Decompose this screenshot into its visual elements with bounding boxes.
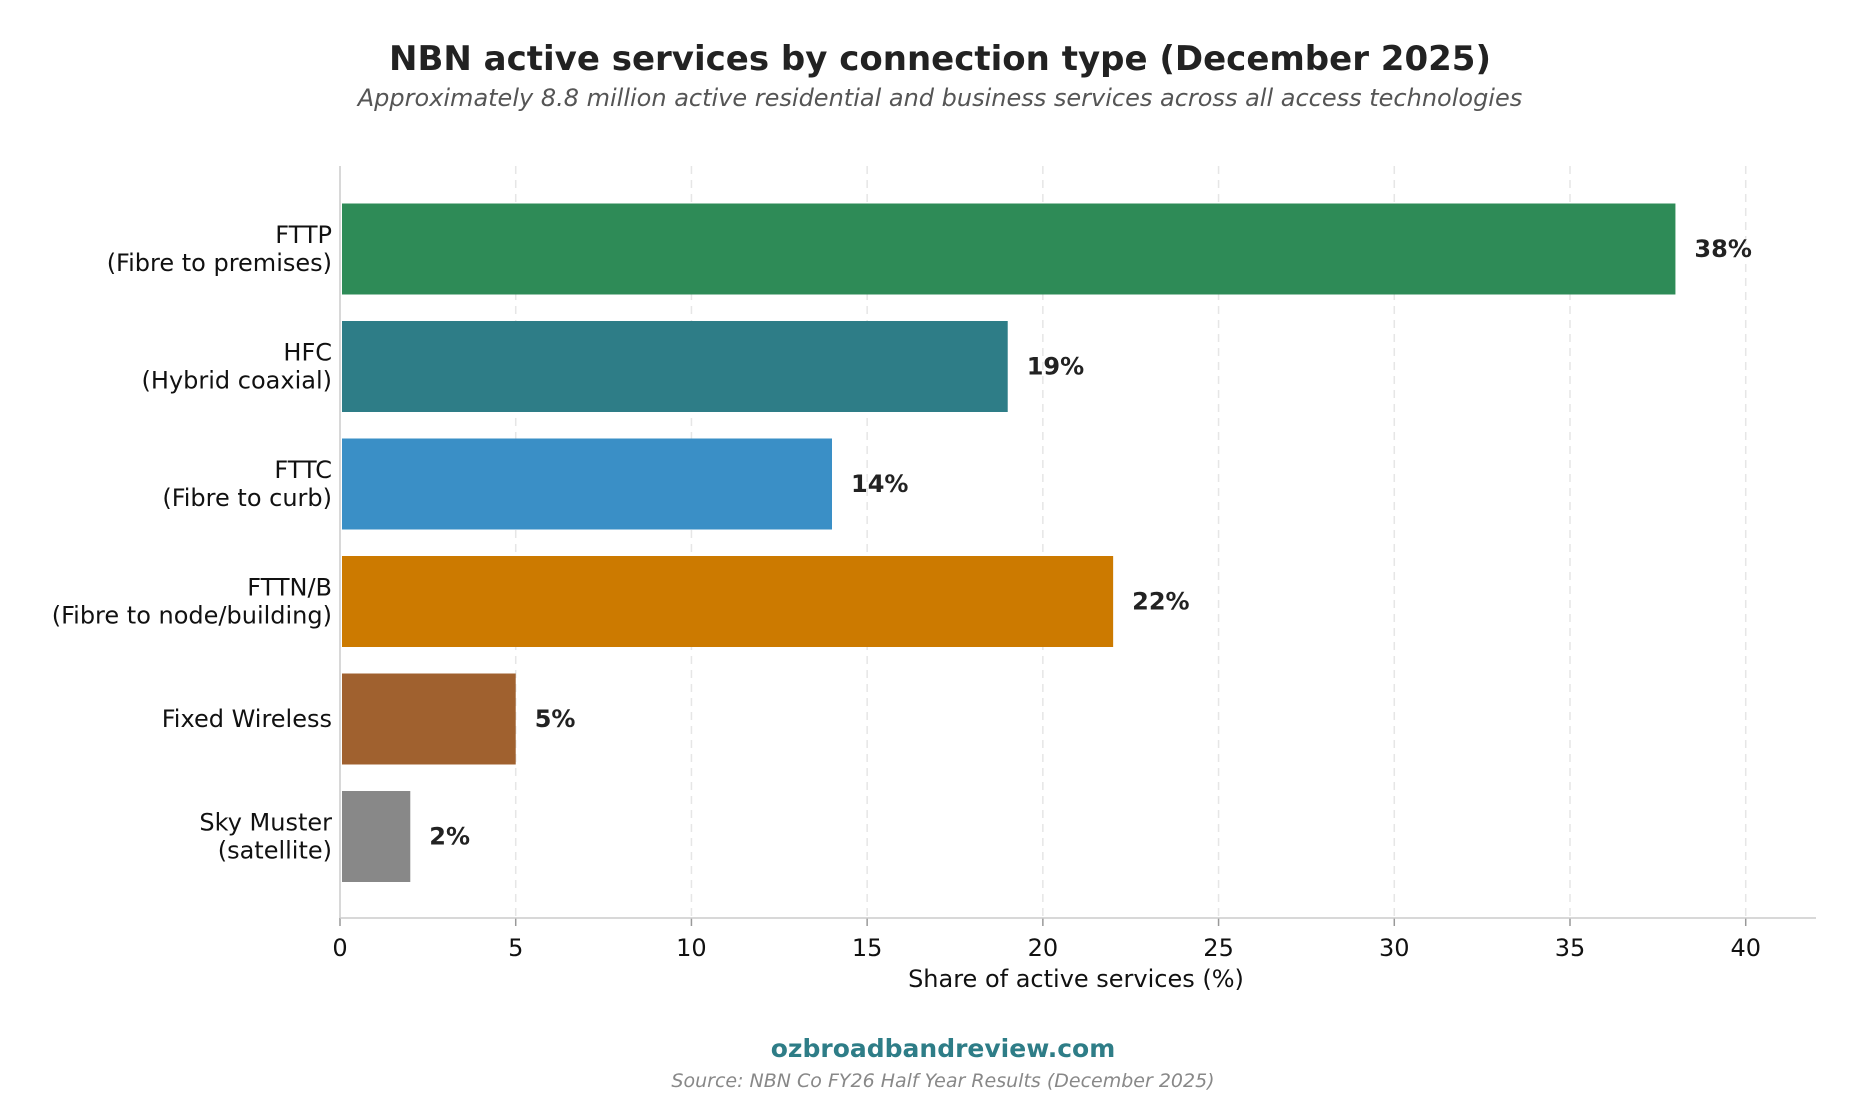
bar-value-label: 14%	[851, 470, 908, 498]
x-axis-label: Share of active services (%)	[908, 965, 1244, 993]
x-tick-label: 20	[1028, 934, 1059, 962]
category-label: FTTP (Fibre to premises)	[107, 221, 332, 277]
x-tick-label: 30	[1379, 934, 1410, 962]
x-tick-label: 15	[852, 934, 883, 962]
x-tick-label: 5	[508, 934, 523, 962]
bars: 38% 19% 14% 22% 5% 2%	[342, 203, 1752, 882]
footer-brand: ozbroadbandreview.com	[771, 1034, 1116, 1063]
x-tick-label: 10	[676, 934, 707, 962]
chart-title: NBN active services by connection type (…	[389, 39, 1491, 79]
category-label: FTTN/B (Fibre to node/building)	[52, 574, 332, 630]
bar	[342, 321, 1008, 412]
category-label: Sky Muster (satellite)	[199, 809, 332, 865]
x-tick-label: 40	[1730, 934, 1761, 962]
x-axis: 0 5 10 15 20 25 30 35 40	[332, 166, 1816, 962]
x-tick-label: 0	[332, 934, 347, 962]
bar	[342, 556, 1114, 647]
footer-source: Source: NBN Co FY26 Half Year Results (D…	[671, 1070, 1214, 1092]
bar	[342, 438, 832, 530]
bar-value-label: 5%	[535, 705, 576, 733]
bar-value-label: 19%	[1027, 353, 1084, 381]
x-tick-label: 25	[1203, 934, 1234, 962]
bar-value-label: 22%	[1132, 588, 1189, 616]
bar-value-label: 38%	[1694, 235, 1751, 263]
category-label: FTTC (Fibre to curb)	[162, 456, 332, 512]
x-tick-label: 35	[1555, 934, 1586, 962]
category-labels: FTTP (Fibre to premises) HFC (Hybrid coaxia…	[52, 221, 332, 865]
bar	[342, 673, 516, 765]
bar	[342, 203, 1676, 295]
chart-subtitle: Approximately 8.8 million active residen…	[356, 84, 1523, 112]
category-label: Fixed Wireless	[162, 705, 332, 733]
bar	[342, 791, 411, 882]
category-label: HFC (Hybrid coaxial)	[142, 339, 332, 395]
bar-value-label: 2%	[429, 823, 470, 851]
